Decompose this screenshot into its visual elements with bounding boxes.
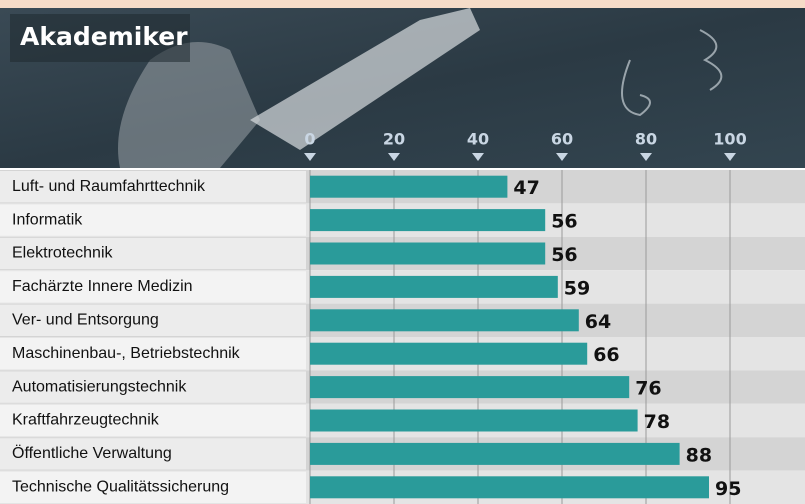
value-label: 56 xyxy=(551,244,577,266)
x-tick-label: 40 xyxy=(467,130,489,149)
category-label: Luft- und Raumfahrttechnik xyxy=(12,178,206,195)
category-label: Ver- und Entsorgung xyxy=(12,312,159,329)
value-label: 78 xyxy=(644,411,670,433)
category-label: Informatik xyxy=(12,211,83,228)
bar xyxy=(310,276,558,298)
value-label: 56 xyxy=(551,211,577,233)
x-tick-label: 80 xyxy=(635,130,657,149)
bar xyxy=(310,443,680,465)
x-tick-label: 20 xyxy=(383,130,405,149)
value-label: 59 xyxy=(564,277,590,299)
value-label: 76 xyxy=(635,378,661,400)
category-label: Fachärzte Innere Medizin xyxy=(12,278,193,295)
category-label: Technische Qualitätssicherung xyxy=(12,479,229,496)
bar xyxy=(310,243,545,265)
value-label: 88 xyxy=(686,444,712,466)
bar xyxy=(310,376,629,398)
bar xyxy=(310,476,709,498)
bar xyxy=(310,309,579,331)
bar xyxy=(310,343,587,365)
category-label: Maschinenbau-, Betriebstechnik xyxy=(12,345,241,362)
value-label: 64 xyxy=(585,311,611,333)
value-label: 66 xyxy=(593,344,619,366)
x-tick-label: 0 xyxy=(304,130,315,149)
x-tick-label: 100 xyxy=(713,130,746,149)
x-tick-label: 60 xyxy=(551,130,573,149)
value-label: 47 xyxy=(513,177,539,199)
top-border xyxy=(0,0,805,8)
bar xyxy=(310,410,638,432)
bar xyxy=(310,209,545,231)
category-label: Kraftfahrzeugtechnik xyxy=(12,412,160,429)
category-label: Elektrotechnik xyxy=(12,245,113,262)
category-label: Automatisierungstechnik xyxy=(12,378,187,395)
chart-title: Akademiker xyxy=(20,22,188,51)
bar xyxy=(310,176,507,198)
value-label: 95 xyxy=(715,478,741,500)
category-label: Öffentliche Verwaltung xyxy=(12,444,172,462)
chart: Akademiker 0 20 40 60 80 100 Luft- und Raumfah… xyxy=(0,0,805,504)
